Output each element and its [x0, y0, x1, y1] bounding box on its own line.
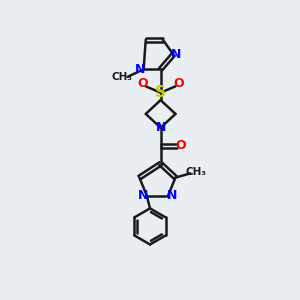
Text: CH₃: CH₃	[112, 72, 133, 82]
Text: O: O	[137, 76, 148, 90]
Text: N: N	[171, 48, 182, 61]
Text: N: N	[155, 121, 166, 134]
Text: CH₃: CH₃	[185, 167, 206, 177]
Text: O: O	[173, 76, 184, 90]
Text: S: S	[155, 85, 166, 100]
Text: N: N	[135, 63, 146, 76]
Text: N: N	[167, 189, 178, 202]
Text: O: O	[176, 139, 186, 152]
Text: N: N	[137, 189, 148, 202]
